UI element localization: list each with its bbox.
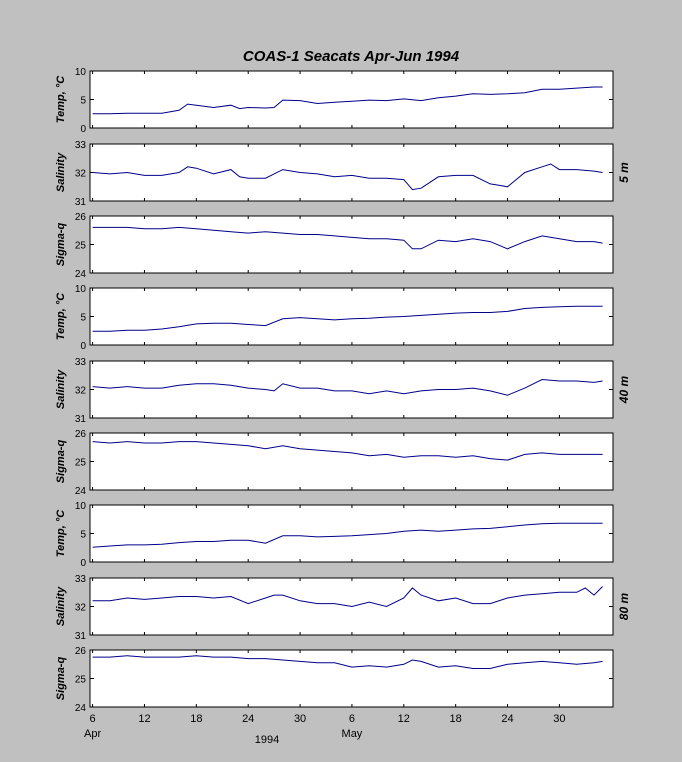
- y-axis-label: Salinity: [55, 586, 67, 626]
- panel-5: 31 32 33 Salinity: [55, 357, 614, 425]
- y-axis-label: Salinity: [55, 152, 67, 192]
- y-axis-label: Salinity: [55, 369, 67, 409]
- panel-1: 0 5 10 Temp, °C: [55, 67, 614, 135]
- y-tick-label: 26: [75, 646, 87, 657]
- series-line: [92, 586, 603, 608]
- x-tick-label: 24: [242, 713, 254, 725]
- y-tick-label: 0: [80, 124, 86, 135]
- year-label: 1994: [255, 734, 279, 746]
- x-tick-label: 18: [190, 713, 202, 725]
- series-line: [92, 655, 603, 669]
- panel-6: 24 25 26 Sigma-q: [55, 429, 614, 497]
- panel-7: 0 5 10 Temp, °C: [55, 501, 614, 569]
- y-axis-label: Temp, °C: [55, 75, 67, 123]
- panel-8: 31 32 33 Salinity: [55, 574, 614, 642]
- y-tick-label: 5: [80, 313, 86, 324]
- series-line: [92, 226, 603, 250]
- y-tick-label: 0: [80, 558, 86, 569]
- y-axis-label: Sigma-q: [55, 657, 67, 701]
- y-tick-label: 33: [75, 140, 87, 151]
- y-tick-label: 5: [80, 96, 86, 107]
- panel-4: 0 5 10 Temp, °C: [55, 284, 614, 352]
- panel-axes: [89, 504, 614, 563]
- y-axis-label: Temp, °C: [55, 509, 67, 557]
- y-tick-label: 26: [75, 429, 87, 440]
- month-label: Apr: [84, 728, 101, 740]
- x-tick-label: 6: [349, 713, 355, 725]
- x-tick-label: 12: [138, 713, 150, 725]
- depth-label: 80 m: [617, 592, 631, 620]
- series-line: [92, 305, 603, 332]
- y-tick-label: 24: [75, 486, 87, 497]
- y-tick-label: 10: [75, 501, 87, 512]
- panel-axes: [89, 649, 614, 708]
- y-tick-label: 31: [75, 197, 87, 208]
- x-tick-label: 12: [398, 713, 410, 725]
- y-tick-label: 10: [75, 67, 87, 78]
- panel-2: 31 32 33 Salinity: [55, 140, 614, 208]
- panel-9: 24 25 26 Sigma-q: [55, 646, 614, 714]
- month-label: May: [342, 728, 363, 740]
- x-tick-label: 30: [553, 713, 565, 725]
- y-tick-label: 31: [75, 414, 87, 425]
- x-tick-label: 6: [90, 713, 96, 725]
- y-tick-label: 25: [75, 241, 87, 252]
- panels: 0 5 10 Temp, °C 31 32 33 Salinity 24 25 26 Sigma-q 0…: [55, 67, 614, 714]
- y-tick-label: 33: [75, 357, 87, 368]
- y-tick-label: 33: [75, 574, 87, 585]
- panel-3: 24 25 26 Sigma-q: [55, 212, 614, 280]
- y-tick-label: 25: [75, 458, 87, 469]
- series-line: [92, 163, 603, 191]
- panel-axes: [89, 287, 614, 346]
- series-line: [92, 378, 603, 396]
- y-tick-label: 31: [75, 631, 87, 642]
- series-line: [92, 86, 603, 115]
- y-axis-label: Sigma-q: [55, 440, 67, 484]
- panel-axes: [89, 143, 614, 202]
- panel-axes: [89, 70, 614, 129]
- y-axis-label: Sigma-q: [55, 223, 67, 267]
- y-tick-label: 32: [75, 169, 87, 180]
- y-tick-label: 32: [75, 386, 87, 397]
- series-line: [92, 522, 603, 548]
- x-tick-label: 24: [501, 713, 513, 725]
- y-tick-label: 5: [80, 530, 86, 541]
- depth-label: 5 m: [617, 162, 631, 183]
- y-tick-label: 24: [75, 269, 87, 280]
- panel-axes: [89, 360, 614, 419]
- y-tick-label: 25: [75, 675, 87, 686]
- y-tick-label: 24: [75, 703, 87, 714]
- chart-title: COAS-1 Seacats Apr-Jun 1994: [243, 48, 460, 65]
- depth-labels: 5 m 40 m 80 m: [617, 162, 631, 620]
- y-tick-label: 26: [75, 212, 87, 223]
- panel-axes: [89, 215, 614, 274]
- y-tick-label: 10: [75, 284, 87, 295]
- y-tick-label: 0: [80, 341, 86, 352]
- panel-axes: [89, 432, 614, 491]
- x-tick-label: 18: [450, 713, 462, 725]
- y-axis-label: Temp, °C: [55, 292, 67, 340]
- x-tick-label: 30: [294, 713, 306, 725]
- y-tick-label: 32: [75, 603, 87, 614]
- depth-label: 40 m: [617, 375, 631, 404]
- x-axis: 6 12 18 24 30 6 12 18 24 30 Apr May 1994: [84, 713, 565, 746]
- series-line: [92, 441, 603, 461]
